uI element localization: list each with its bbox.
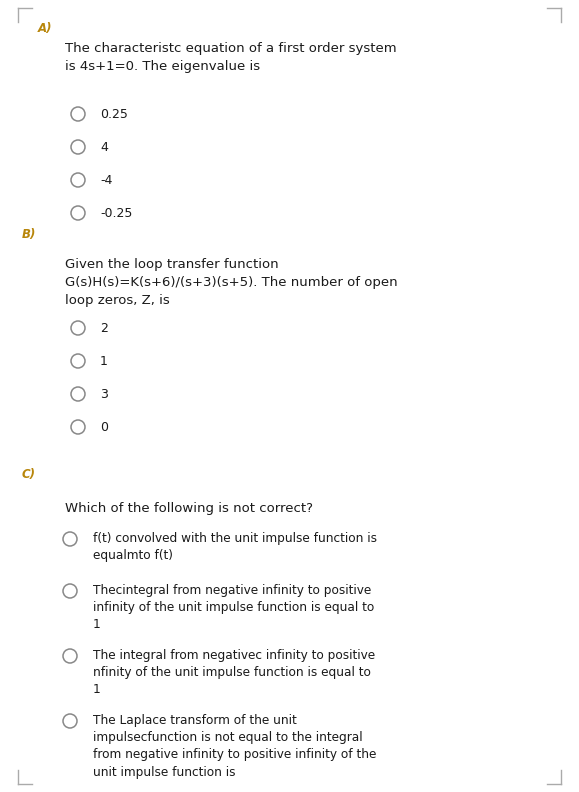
Text: Thecintegral from negative infinity to positive
infinity of the unit impulse fun: Thecintegral from negative infinity to p… — [93, 584, 374, 631]
Text: C): C) — [22, 468, 36, 481]
Text: 0.25: 0.25 — [100, 108, 128, 121]
Text: The integral from negativec infinity to positive
nfinity of the unit impulse fun: The integral from negativec infinity to … — [93, 649, 375, 696]
Text: f(t) convolved with the unit impulse function is
equalmto f(t): f(t) convolved with the unit impulse fun… — [93, 532, 377, 562]
Text: The Laplace transform of the unit
impulsecfunction is not equal to the integral
: The Laplace transform of the unit impuls… — [93, 714, 376, 779]
Text: 1: 1 — [100, 355, 108, 368]
Text: The characteristc equation of a first order system
is 4s+1=0. The eigenvalue is: The characteristc equation of a first or… — [65, 42, 397, 73]
Text: -4: -4 — [100, 174, 112, 187]
Text: -0.25: -0.25 — [100, 207, 133, 220]
Text: B): B) — [22, 228, 36, 241]
Text: Given the loop transfer function
G(s)H(s)=K(s+6)/(s+3)(s+5). The number of open
: Given the loop transfer function G(s)H(s… — [65, 258, 398, 307]
Text: Which of the following is not correct?: Which of the following is not correct? — [65, 502, 313, 515]
Text: A): A) — [38, 22, 53, 35]
Text: 2: 2 — [100, 322, 108, 335]
Text: 4: 4 — [100, 141, 108, 154]
Text: 3: 3 — [100, 388, 108, 401]
Text: 0: 0 — [100, 421, 108, 434]
